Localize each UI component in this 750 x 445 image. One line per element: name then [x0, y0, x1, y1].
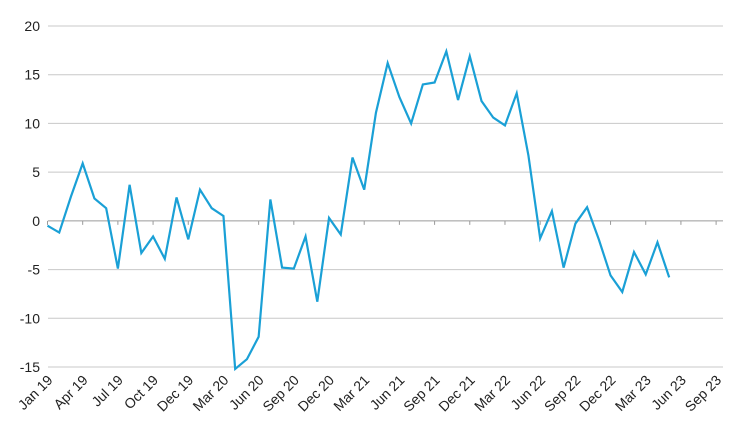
x-tick-label: Sep 23	[682, 372, 725, 415]
x-tick-label: Jan 19	[15, 372, 56, 413]
x-tick-label: Jun 21	[366, 372, 407, 413]
x-tick-label: Apr 19	[50, 372, 91, 413]
x-tick-label: Mar 21	[330, 372, 372, 414]
x-tick-label: Mar 22	[471, 372, 513, 414]
y-axis-tick-labels: 20 15 10 5 0 -5 -10 -15	[20, 18, 40, 375]
x-tick-label: Dec 20	[294, 372, 337, 415]
x-tick-label: Dec 19	[154, 372, 197, 415]
x-tick-label: Jun 22	[507, 372, 548, 413]
x-tick-label: Dec 21	[435, 372, 478, 415]
x-tick-label: Mar 20	[189, 372, 231, 414]
y-tick-label: 15	[24, 67, 40, 83]
gridlines	[47, 25, 723, 368]
x-tick-label: Mar 23	[612, 372, 654, 414]
x-tick-label: Oct 19	[121, 372, 162, 413]
y-tick-label: 5	[32, 164, 40, 180]
y-tick-label: 10	[24, 115, 40, 131]
series-lines	[46, 47, 671, 372]
x-tick-label: Jun 20	[226, 372, 267, 413]
y-tick-label: -10	[20, 310, 40, 326]
x-tick-label: Jun 23	[648, 372, 689, 413]
x-tick-label: Sep 21	[400, 372, 443, 415]
y-tick-label: -15	[20, 359, 40, 375]
y-tick-label: -5	[28, 262, 41, 278]
x-tick-label: Jul 19	[88, 372, 126, 410]
y-tick-label: 20	[24, 18, 40, 34]
series-line	[46, 47, 671, 372]
y-tick-label: 0	[32, 213, 40, 229]
x-tick-label: Sep 20	[259, 372, 302, 415]
x-tick-label: Sep 22	[541, 372, 584, 415]
x-tick-label: Dec 22	[576, 372, 619, 415]
